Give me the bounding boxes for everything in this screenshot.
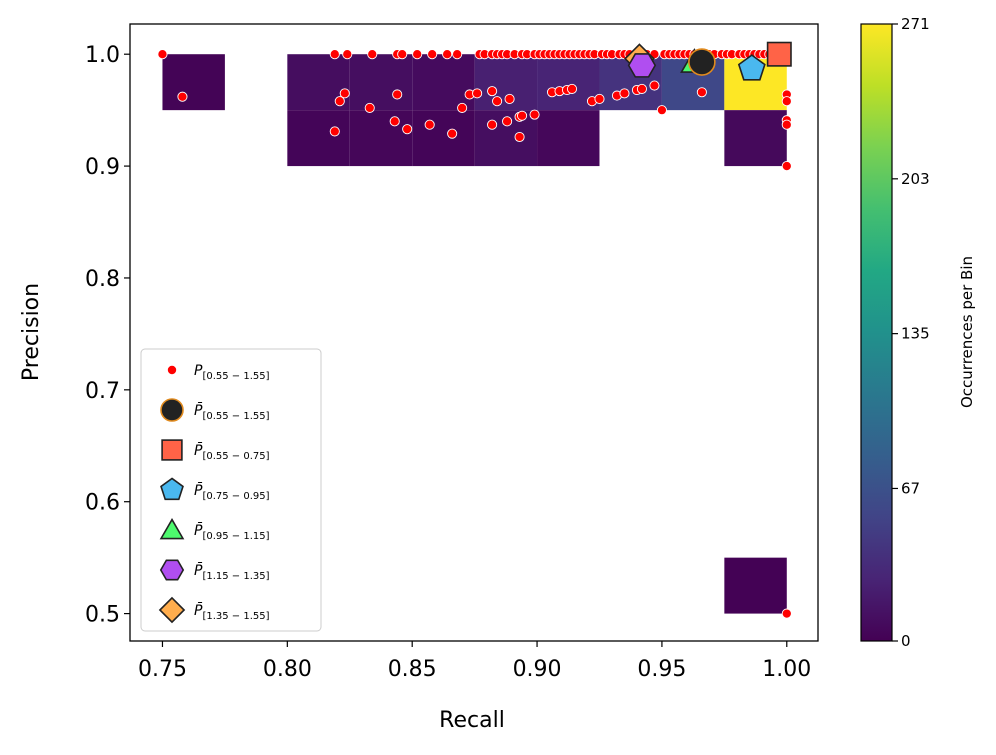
y-tick-label: 0.7 <box>85 379 120 404</box>
y-axis-label: Precision <box>19 283 44 381</box>
data-point <box>696 87 707 98</box>
plot-frame <box>129 23 819 642</box>
data-point <box>457 102 468 113</box>
data-point <box>367 49 378 60</box>
legend-point-marker <box>167 365 177 375</box>
y-tick-label: 0.9 <box>85 155 120 180</box>
y-tick-label: 0.5 <box>85 603 120 628</box>
data-point <box>397 49 408 60</box>
y-tick-label: 0.8 <box>85 267 120 292</box>
mean-marker-square <box>766 41 792 67</box>
x-axis-label: Recall <box>439 708 505 733</box>
mean-markers <box>624 41 792 81</box>
data-point <box>157 49 168 60</box>
legend-frame <box>140 348 322 632</box>
legend: P[0.55 − 1.55] P̄[0.55 − 1.55] P̄[0.55 − 0… <box>140 348 322 632</box>
data-point <box>514 131 525 143</box>
data-point <box>566 83 578 94</box>
data-point <box>329 49 340 60</box>
data-point <box>389 116 400 127</box>
data-point <box>339 88 350 99</box>
data-point <box>649 80 660 91</box>
y-tick-label: 1.0 <box>85 43 120 68</box>
data-point <box>364 102 375 113</box>
legend-label: P̄[0.75 − 0.95] <box>194 481 270 502</box>
x-tick-label: 0.80 <box>263 657 312 682</box>
data-point <box>636 83 647 94</box>
data-point <box>412 49 423 60</box>
histogram-bin <box>162 54 225 111</box>
data-point <box>781 608 792 619</box>
histogram-bin <box>412 54 475 111</box>
histogram-bin <box>724 557 787 614</box>
data-point <box>334 96 345 107</box>
legend-marker-hexagon <box>159 559 185 581</box>
x-tick-label: 0.75 <box>138 657 187 682</box>
x-tick-label: 0.90 <box>513 657 562 682</box>
legend-label: P̄[0.55 − 1.55] <box>194 401 270 422</box>
legend-label: P̄[0.55 − 0.75] <box>194 441 270 462</box>
colorbar-tick-label: 0 <box>901 632 911 650</box>
mean-marker-circle <box>688 48 716 76</box>
x-tick-label: 0.85 <box>388 657 437 682</box>
colorbar-ticks: 0 67 135 203 271 <box>892 15 930 650</box>
data-point <box>342 49 353 60</box>
histogram-bin <box>412 110 475 167</box>
data-point <box>492 96 503 107</box>
colorbar-tick-label: 67 <box>901 479 920 497</box>
data-point <box>447 128 458 139</box>
colorbar-tick-label: 203 <box>901 170 930 188</box>
data-point <box>502 116 513 127</box>
colorbar <box>860 23 893 642</box>
legend-label: P[0.55 − 1.55] <box>194 363 270 382</box>
legend-marker-diamond <box>158 596 186 624</box>
legend-marker-triangle <box>159 517 185 540</box>
data-point <box>487 86 498 97</box>
data-point <box>619 88 630 99</box>
legend-label: P̄[1.15 − 1.35] <box>194 561 270 582</box>
legend-marker-pentagon <box>160 477 184 501</box>
colorbar-tick-label: 135 <box>901 325 930 343</box>
x-tick-label: 1.00 <box>762 657 811 682</box>
data-point <box>594 93 605 105</box>
data-point <box>781 119 792 130</box>
y-tick-label: 0.6 <box>85 491 120 516</box>
histogram-bin <box>349 110 413 167</box>
data-point <box>424 119 435 130</box>
data-point <box>442 49 453 60</box>
data-point <box>427 49 438 60</box>
legend-marker-circle <box>160 398 184 422</box>
data-point <box>781 96 792 107</box>
legend-label: P̄[1.35 − 1.55] <box>194 601 270 622</box>
histogram-bin <box>349 54 413 111</box>
colorbar-label: Occurrences per Bin <box>958 256 976 408</box>
histogram-bin <box>537 110 600 167</box>
data-point <box>329 126 340 137</box>
colorbar-tick-label: 271 <box>901 15 930 33</box>
y-axis-ticks: 0.5 0.6 0.7 0.8 0.9 1.0 <box>85 43 130 628</box>
data-point <box>517 110 528 121</box>
mean-marker-pentagon <box>737 54 766 81</box>
legend-marker-square <box>161 439 183 461</box>
histogram-bin <box>287 110 350 167</box>
data-point <box>504 93 515 105</box>
data-point <box>529 109 540 120</box>
data-point <box>402 124 413 135</box>
data-point <box>656 105 667 116</box>
legend-label: P̄[0.95 − 1.15] <box>194 521 270 542</box>
data-point <box>177 91 188 102</box>
data-point <box>472 88 483 99</box>
x-tick-label: 0.95 <box>637 657 686 682</box>
data-point <box>487 119 498 130</box>
x-axis-ticks: 0.75 0.80 0.85 0.90 0.95 1.00 <box>138 641 811 682</box>
mean-marker-hexagon <box>627 53 657 78</box>
data-point <box>392 89 403 100</box>
data-point <box>452 49 463 60</box>
histogram-bin <box>724 110 787 167</box>
data-point <box>781 161 792 172</box>
